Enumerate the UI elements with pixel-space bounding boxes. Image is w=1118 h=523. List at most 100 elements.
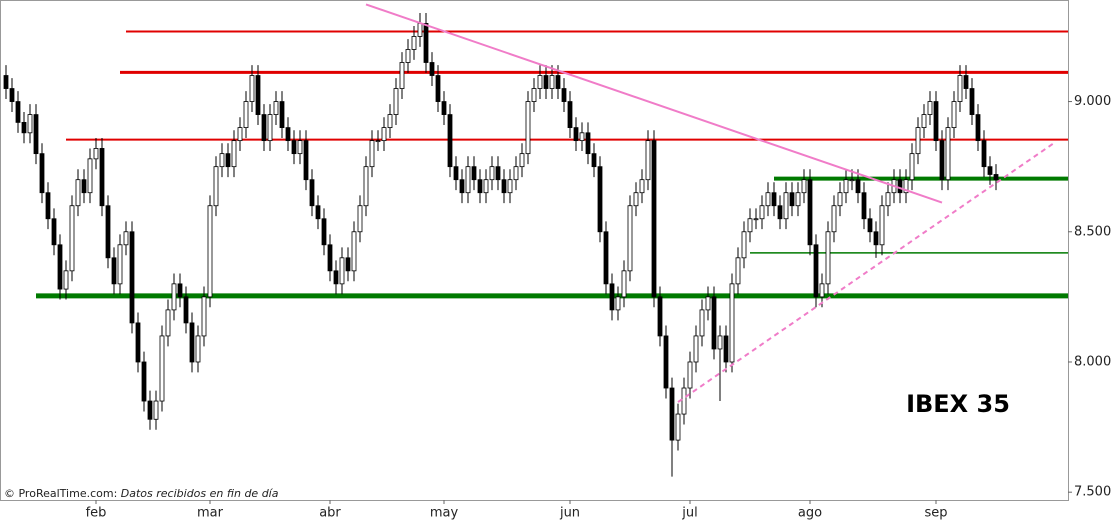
candle-body (951, 101, 957, 129)
candle-body (507, 179, 513, 194)
candle-body (351, 231, 357, 272)
candle-body (843, 179, 849, 194)
candle-body (183, 296, 189, 324)
x-tick-label: may (430, 506, 459, 521)
candle-body (645, 140, 651, 181)
candle-body (987, 166, 993, 175)
candle-body (261, 114, 267, 142)
candle-body (873, 231, 879, 246)
candle-body (63, 270, 69, 290)
candle-body (825, 231, 831, 285)
candle-body (471, 166, 477, 181)
candle-body (867, 218, 873, 233)
source-note: Datos recibidos en fin de día (121, 487, 279, 500)
candle-body (525, 101, 531, 155)
candle-body (111, 257, 117, 285)
candle-body (339, 257, 345, 285)
candle-body (495, 166, 501, 181)
candle-body (123, 231, 129, 246)
candle-body (279, 101, 285, 129)
trend-line (365, 3, 943, 204)
candle-body (861, 192, 867, 220)
candle-body (597, 166, 603, 233)
candle-body (231, 140, 237, 168)
candle-body (651, 140, 657, 298)
candle-body (675, 413, 681, 441)
candle-body (441, 101, 447, 115)
candle-body (489, 166, 495, 181)
candle-body (75, 179, 81, 207)
x-tick-label: jul (681, 506, 697, 521)
candle-body (225, 153, 231, 168)
candle-body (303, 140, 309, 181)
candle-body (801, 179, 807, 194)
candle-body (423, 23, 429, 63)
candle-body (273, 101, 279, 115)
candle-body (945, 127, 951, 181)
candle-body (411, 36, 417, 50)
candle-body (723, 335, 729, 363)
candle-body (207, 205, 213, 298)
candle-body (177, 283, 183, 298)
candle-body (117, 244, 123, 285)
candle-body (615, 296, 621, 311)
candle-body (51, 218, 57, 246)
candle-body (15, 101, 21, 123)
chart-title: IBEX 35 (906, 390, 1010, 418)
candle-body (159, 335, 165, 402)
candle-body (189, 322, 195, 363)
y-tick-label: 8.000 (1074, 354, 1111, 369)
candle-body (87, 158, 93, 194)
candle-body (909, 153, 915, 181)
candle-body (381, 127, 387, 142)
candle-body (105, 205, 111, 259)
plot-frame (0, 0, 1069, 501)
candle-body (747, 218, 753, 233)
x-tick-label: mar (197, 506, 224, 521)
candle-body (621, 270, 627, 298)
source-site: © ProRealTime.com: (4, 487, 117, 500)
candle-body (579, 132, 585, 142)
candle-body (315, 205, 321, 220)
candle-body (729, 283, 735, 363)
candle-body (171, 283, 177, 311)
candle-body (447, 114, 453, 168)
candle-body (849, 179, 855, 182)
candle-body (237, 127, 243, 142)
candle-body (165, 309, 171, 337)
candle-body (201, 296, 207, 337)
candle-body (885, 192, 891, 207)
candle-body (783, 192, 789, 220)
candle-body (771, 192, 777, 207)
candle-body (135, 322, 141, 363)
candle-body (99, 148, 105, 207)
candle-body (297, 140, 303, 155)
candle-body (981, 140, 987, 168)
candle-body (855, 179, 861, 194)
x-tick-label: ago (798, 506, 822, 521)
candle-body (549, 75, 555, 89)
x-tick-label: abr (319, 506, 341, 521)
candle-body (147, 400, 153, 420)
candle-body (705, 296, 711, 311)
candle-body (357, 205, 363, 233)
candle-body (465, 166, 471, 194)
candle-body (33, 114, 39, 155)
candle-body (831, 205, 837, 233)
candle-body (813, 244, 819, 298)
candle-body (711, 296, 717, 350)
candle-body (3, 75, 9, 89)
candle-body (57, 244, 63, 290)
candle-body (141, 361, 147, 402)
candle-body (285, 127, 291, 142)
candle-body (657, 296, 663, 337)
candle-body (531, 88, 537, 102)
candle-body (153, 400, 159, 420)
candle-body (555, 75, 561, 89)
candle-body (459, 179, 465, 194)
candle-body (243, 101, 249, 129)
candle-body (363, 166, 369, 207)
candle-body (609, 283, 615, 311)
candle-body (309, 179, 315, 207)
candle-body (807, 179, 813, 246)
